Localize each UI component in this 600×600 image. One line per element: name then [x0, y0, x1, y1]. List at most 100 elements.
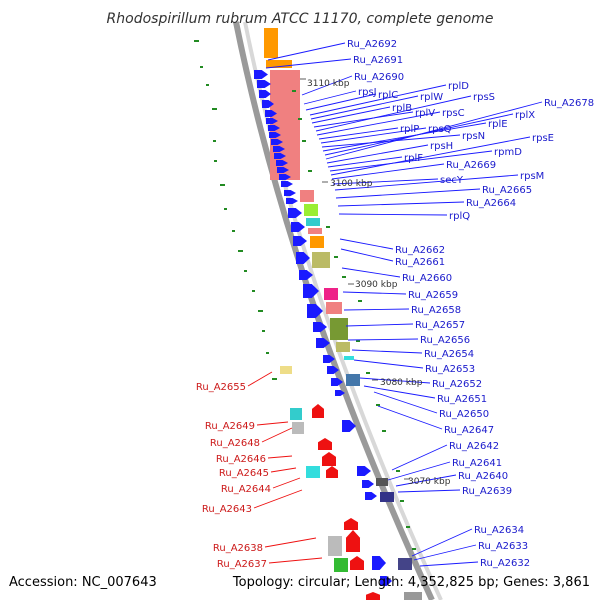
- forward-gene-label: Ru_A2651: [437, 394, 487, 405]
- forward-gene-arrow: [281, 181, 293, 187]
- forward-gene-arrow: [288, 208, 302, 218]
- forward-gene-label: Ru_A2690: [354, 72, 404, 83]
- gc-skew-dash: [366, 372, 370, 374]
- reverse-gene-label: Ru_A2643: [202, 504, 252, 515]
- label-leader-line: [334, 174, 519, 191]
- label-leader-line: [301, 75, 353, 96]
- forward-gene-label: Ru_A2653: [425, 364, 475, 375]
- reverse-gene-label: Ru_A2655: [196, 382, 246, 393]
- forward-gene-label: rpsC: [442, 108, 465, 119]
- forward-gene-arrow: [259, 90, 271, 98]
- gc-skew-dash: [238, 250, 243, 252]
- forward-gene-label: Ru_A2654: [424, 349, 474, 360]
- label-leader-line: [261, 427, 293, 443]
- forward-gene-label: Ru_A2640: [458, 471, 508, 482]
- forward-gene-arrow: [266, 118, 278, 124]
- forward-gene-label: rplV: [415, 108, 435, 119]
- gc-skew-dash: [214, 160, 217, 162]
- cog-block: [346, 374, 360, 386]
- forward-gene-label: Ru_A2647: [444, 425, 494, 436]
- label-leader-line: [305, 93, 377, 111]
- label-leader-line: [377, 405, 443, 430]
- cog-block: [308, 228, 322, 234]
- forward-gene-label: rpsJ: [358, 87, 377, 98]
- reverse-gene-arrow: [326, 466, 338, 478]
- label-leader-line: [326, 144, 429, 164]
- gc-skew-dash: [326, 226, 330, 228]
- forward-gene-arrow: [276, 160, 288, 166]
- label-leader-line: [267, 455, 293, 459]
- forward-gene-arrow: [331, 378, 343, 386]
- forward-gene-label: Ru_A2660: [402, 273, 452, 284]
- forward-gene-label: rpsS: [473, 92, 495, 103]
- forward-gene-arrow: [327, 366, 339, 374]
- gc-skew-dash: [342, 276, 346, 278]
- accession-text: Accession: NC_007643: [9, 575, 157, 590]
- label-leader-line: [337, 201, 465, 207]
- genome-title: Rhodospirillum rubrum ATCC 11170, comple…: [107, 11, 494, 27]
- cog-block: [330, 318, 348, 340]
- reverse-gene-label: Ru_A2645: [219, 468, 269, 479]
- reverse-gene-arrow: [346, 530, 360, 552]
- gc-skew-dash: [266, 352, 269, 354]
- cog-block: [306, 466, 320, 478]
- label-leader-line: [309, 84, 447, 116]
- label-leader-line: [272, 477, 301, 489]
- cog-block: [280, 366, 292, 374]
- reverse-gene-arrow: [350, 556, 364, 570]
- gc-skew-dash: [298, 118, 302, 120]
- forward-gene-arrow: [291, 222, 305, 232]
- gc-skew-dash: [232, 230, 235, 232]
- label-leader-line: [265, 58, 352, 69]
- gc-skew-dash: [302, 140, 306, 142]
- label-leader-line: [387, 461, 451, 481]
- forward-gene-label: rplE: [488, 119, 508, 130]
- reverse-gene-label: Ru_A2638: [213, 543, 263, 554]
- label-leader-line: [327, 156, 403, 168]
- forward-gene-label: rpsM: [520, 171, 544, 182]
- forward-gene-label: Ru_A2659: [408, 290, 458, 301]
- label-leader-line: [343, 308, 410, 311]
- gc-skew-dash: [308, 170, 312, 172]
- forward-gene-label: rplD: [448, 81, 469, 92]
- label-leader-line: [270, 467, 297, 473]
- forward-gene-label: rpsQ: [428, 124, 452, 135]
- genome-summary: Topology: circular; Length: 4,352,825 bp…: [232, 575, 590, 590]
- forward-gene-arrow: [335, 390, 345, 396]
- cog-block: [324, 288, 338, 300]
- gc-skew-dash: [213, 140, 216, 142]
- cog-color-strip: [264, 28, 422, 600]
- label-leader-line: [315, 95, 472, 132]
- forward-gene-label: Ru_A2634: [474, 525, 524, 536]
- label-leader-line: [347, 338, 419, 341]
- cog-block: [328, 536, 342, 556]
- label-leader-line: [329, 150, 493, 172]
- forward-gene-arrow: [268, 125, 280, 131]
- kbp-markers: 3110 kbp 3100 kbp 3090 kbp 3080 kbp 3070…: [300, 78, 451, 487]
- forward-gene-label: Ru_A2662: [395, 245, 445, 256]
- label-leader-line: [339, 238, 394, 250]
- label-leader-line: [332, 178, 439, 185]
- gc-skew-dash: [356, 340, 360, 342]
- cog-block: [380, 492, 394, 502]
- forward-gene-label: rpsN: [462, 131, 485, 142]
- label-leader-line: [363, 385, 436, 399]
- reverse-gene-label: Ru_A2649: [205, 421, 255, 432]
- cog-block: [334, 558, 348, 572]
- forward-gene-label: rplX: [515, 110, 535, 121]
- forward-gene-label: Ru_A2656: [420, 335, 470, 346]
- cog-block: [398, 558, 412, 570]
- forward-gene-label: secY: [440, 175, 464, 186]
- label-leader-line: [419, 561, 479, 567]
- reverse-gene-label: Ru_A2644: [221, 484, 271, 495]
- gc-skew-dash: [382, 430, 386, 432]
- forward-gene-arrow: [365, 492, 377, 500]
- label-leader-line: [359, 377, 431, 384]
- forward-gene-arrow: [323, 355, 335, 363]
- forward-gene-label: rplQ: [449, 211, 470, 222]
- cog-block: [310, 236, 324, 248]
- gc-skew-dash: [412, 548, 416, 550]
- gc-skew-dash: [194, 40, 199, 42]
- forward-gene-arrow: [303, 284, 319, 298]
- gc-skew-dash: [272, 378, 277, 380]
